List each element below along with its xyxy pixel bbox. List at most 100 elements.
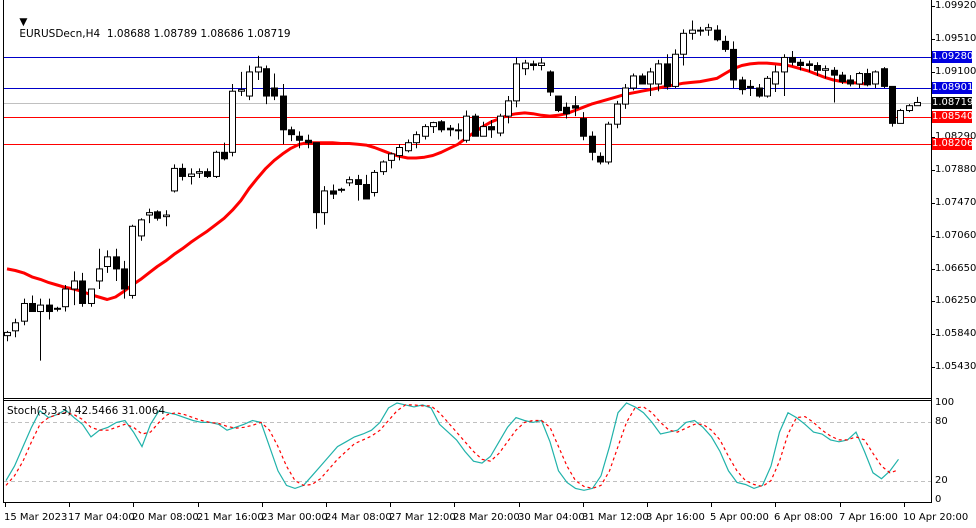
candle	[655, 63, 662, 85]
stoch-signal-line	[5, 404, 899, 490]
time-label: 27 Mar 12:00	[389, 512, 456, 523]
price-tick-mark	[931, 269, 935, 270]
price-tick-mark	[931, 170, 935, 171]
price-tick-mark	[931, 72, 935, 73]
candle	[488, 126, 495, 131]
candle	[238, 89, 245, 92]
candle	[647, 71, 654, 85]
price-tick-mark	[931, 137, 935, 138]
price-tick-mark	[931, 236, 935, 237]
price-tick-mark	[931, 203, 935, 204]
candle	[764, 77, 771, 97]
candle	[313, 142, 320, 214]
candle	[255, 66, 262, 73]
candle	[280, 95, 287, 131]
candle	[705, 27, 712, 31]
price-tick-label: 1.08290	[935, 131, 976, 142]
candle	[179, 167, 186, 177]
candle	[480, 126, 487, 137]
candle	[405, 142, 412, 152]
candle	[371, 171, 378, 194]
candle	[305, 139, 312, 144]
candle	[338, 188, 345, 191]
time-label: 28 Mar 20:00	[453, 512, 520, 523]
candle	[547, 71, 554, 93]
candle	[138, 219, 145, 237]
candle	[680, 32, 687, 55]
candle	[722, 40, 729, 50]
candle	[246, 71, 253, 97]
candle	[664, 63, 671, 87]
candle	[689, 29, 696, 34]
candle	[221, 151, 228, 160]
stoch-main-line	[5, 402, 899, 491]
price-badge: 1.08719	[932, 97, 974, 109]
time-label: 10 Apr 20:00	[903, 512, 969, 523]
price-tick-label: 1.09100	[935, 66, 976, 77]
price-tick-mark	[931, 301, 935, 302]
price-badge: 1.08901	[932, 82, 974, 94]
candle	[747, 85, 754, 89]
candle	[497, 115, 504, 134]
time-label: 6 Apr 08:00	[774, 512, 833, 523]
candle	[422, 126, 429, 137]
candle	[163, 214, 170, 218]
candle	[772, 71, 779, 85]
candle	[88, 288, 95, 304]
candle	[355, 179, 362, 185]
candle	[672, 53, 679, 87]
price-tick-label: 1.06250	[935, 295, 976, 306]
time-label: 7 Apr 16:00	[839, 512, 898, 523]
candle	[96, 268, 103, 282]
candle	[288, 129, 295, 136]
price-tick-mark	[931, 39, 935, 40]
candle	[154, 211, 161, 219]
price-tick-label: 1.09920	[935, 0, 976, 11]
moving-average-line	[6, 61, 868, 301]
candle	[430, 122, 437, 128]
candle	[229, 90, 236, 153]
time-label: 23 Mar 00:00	[261, 512, 328, 523]
collapse-triangle-icon[interactable]: ▼	[19, 16, 28, 28]
candle	[129, 225, 136, 296]
candle	[62, 288, 69, 308]
time-label: 5 Apr 00:00	[710, 512, 769, 523]
candle	[872, 71, 879, 85]
candle	[614, 103, 621, 125]
candle	[814, 64, 821, 71]
candle	[388, 153, 395, 161]
candle	[897, 110, 904, 124]
price-tick-label: 1.07470	[935, 197, 976, 208]
candle	[321, 190, 328, 214]
candle	[330, 190, 337, 195]
candle	[839, 74, 846, 83]
candle	[589, 135, 596, 153]
candle	[806, 63, 813, 66]
candle	[472, 115, 479, 137]
price-tick-mark	[931, 367, 935, 368]
candle	[29, 302, 36, 313]
time-label: 30 Mar 04:00	[518, 512, 585, 523]
time-label: 3 Apr 16:00	[646, 512, 705, 523]
price-tick-mark	[931, 6, 935, 7]
time-label: 15 Mar 2023	[4, 512, 68, 523]
price-badge: 1.08540	[932, 111, 974, 123]
candle	[797, 61, 804, 66]
candle	[597, 155, 604, 163]
candle	[21, 302, 28, 322]
candle	[864, 73, 871, 86]
stoch-tick-label: 0	[935, 494, 942, 505]
candle	[622, 87, 629, 105]
candle	[380, 161, 387, 173]
candle	[4, 331, 11, 337]
candle	[563, 106, 570, 115]
candle	[213, 151, 220, 177]
candle	[171, 167, 178, 192]
candle	[639, 75, 646, 85]
stoch-header: Stoch(5,3,3) 42.5466 31.0064	[7, 405, 166, 417]
stoch-tick-label: 80	[935, 416, 948, 427]
candle	[822, 68, 829, 71]
candle	[513, 63, 520, 102]
candle	[54, 307, 61, 310]
